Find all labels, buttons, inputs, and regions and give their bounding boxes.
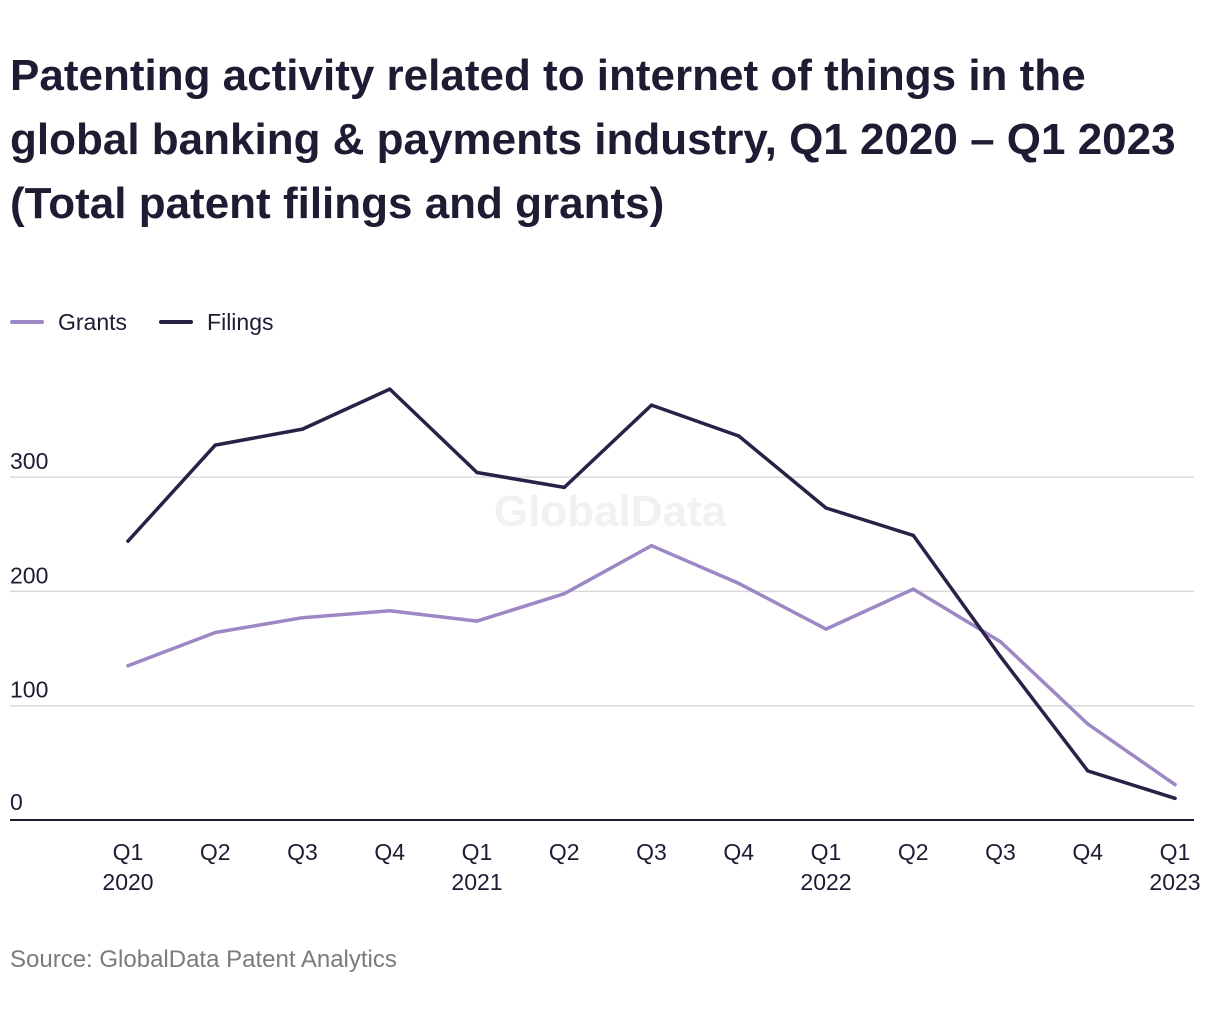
data-point-filings-9	[824, 506, 828, 510]
data-point-filings-12	[1086, 769, 1090, 773]
chart-title: Patenting activity related to internet o…	[10, 51, 1176, 228]
x-tick-year-13: 2023	[1149, 869, 1200, 895]
data-point-grants-3	[300, 615, 305, 620]
data-point-filings-5	[475, 470, 479, 475]
legend: Grants Filings	[10, 306, 274, 338]
x-tick-year-9: 2022	[800, 869, 851, 895]
data-point-grants-13	[1173, 782, 1177, 787]
data-point-filings-7	[649, 403, 654, 407]
y-axis-ticks: 0 100 200 300	[10, 448, 48, 815]
data-point-filings-8	[737, 434, 741, 438]
x-tick-label-6: Q2	[549, 839, 580, 865]
y-tick-label-100: 100	[10, 677, 48, 703]
x-tick-label-4: Q4	[374, 839, 405, 865]
y-tick-label-200: 200	[10, 562, 48, 588]
gridlines	[10, 476, 1194, 707]
x-tick-label-7: Q3	[636, 839, 667, 865]
data-point-grants-11	[998, 639, 1003, 644]
data-point-filings-1	[126, 539, 130, 543]
x-tick-label-11: Q3	[985, 839, 1016, 865]
legend-label-filings: Filings	[207, 308, 274, 335]
x-tick-label-1: Q1	[113, 839, 144, 865]
data-point-filings-6	[562, 485, 566, 490]
series-lines	[126, 387, 1177, 801]
x-axis-ticks: Q1 2020 Q2 Q3 Q4 Q1 2021 Q2 Q3 Q4 Q1 2022 Q2 Q3 Q4 Q1 20…	[102, 839, 1200, 895]
x-tick-label-5: Q1	[462, 839, 493, 865]
series-line-grants	[126, 543, 1177, 787]
legend-swatch-grants	[10, 320, 44, 324]
data-point-grants-4	[388, 609, 392, 613]
data-point-grants-2	[213, 630, 217, 635]
x-tick-year-1: 2020	[102, 869, 153, 895]
data-point-grants-12	[1086, 722, 1090, 726]
series-line-filings	[126, 387, 1177, 801]
source-note: Source: GlobalData Patent Analytics	[10, 946, 397, 973]
data-point-filings-10	[911, 533, 915, 538]
data-point-grants-5	[475, 619, 479, 623]
legend-swatch-filings	[159, 320, 194, 324]
data-point-grants-1	[126, 663, 130, 668]
y-tick-label-0: 0	[10, 789, 23, 815]
watermark: GlobalData	[494, 487, 727, 536]
x-tick-label-8: Q4	[723, 839, 754, 865]
x-tick-label-2: Q2	[200, 839, 231, 865]
data-point-grants-6	[562, 591, 566, 596]
data-point-filings-2	[213, 443, 217, 447]
data-point-grants-10	[911, 587, 915, 591]
data-point-filings-3	[300, 427, 305, 431]
x-tick-label-9: Q1	[811, 839, 842, 865]
legend-label-grants: Grants	[58, 308, 128, 335]
x-tick-label-13: Q1	[1160, 839, 1191, 865]
data-point-filings-13	[1173, 796, 1177, 800]
data-point-grants-7	[649, 543, 654, 548]
line-chart: GlobalData 0 100 200 300 Q1 2020 Q2 Q3 Q4 Q1 2021…	[10, 387, 1201, 895]
legend-item-grants: Grants	[10, 309, 127, 336]
data-point-filings-4	[388, 387, 392, 391]
y-tick-label-300: 300	[10, 448, 48, 474]
x-tick-label-3: Q3	[287, 839, 318, 865]
data-point-filings-11	[998, 654, 1003, 659]
legend-item-filings: Filings	[159, 308, 274, 336]
x-tick-year-5: 2021	[451, 869, 502, 895]
data-point-grants-9	[824, 627, 828, 631]
x-tick-label-10: Q2	[898, 839, 929, 865]
data-point-grants-8	[737, 581, 741, 586]
x-tick-label-12: Q4	[1072, 839, 1103, 865]
